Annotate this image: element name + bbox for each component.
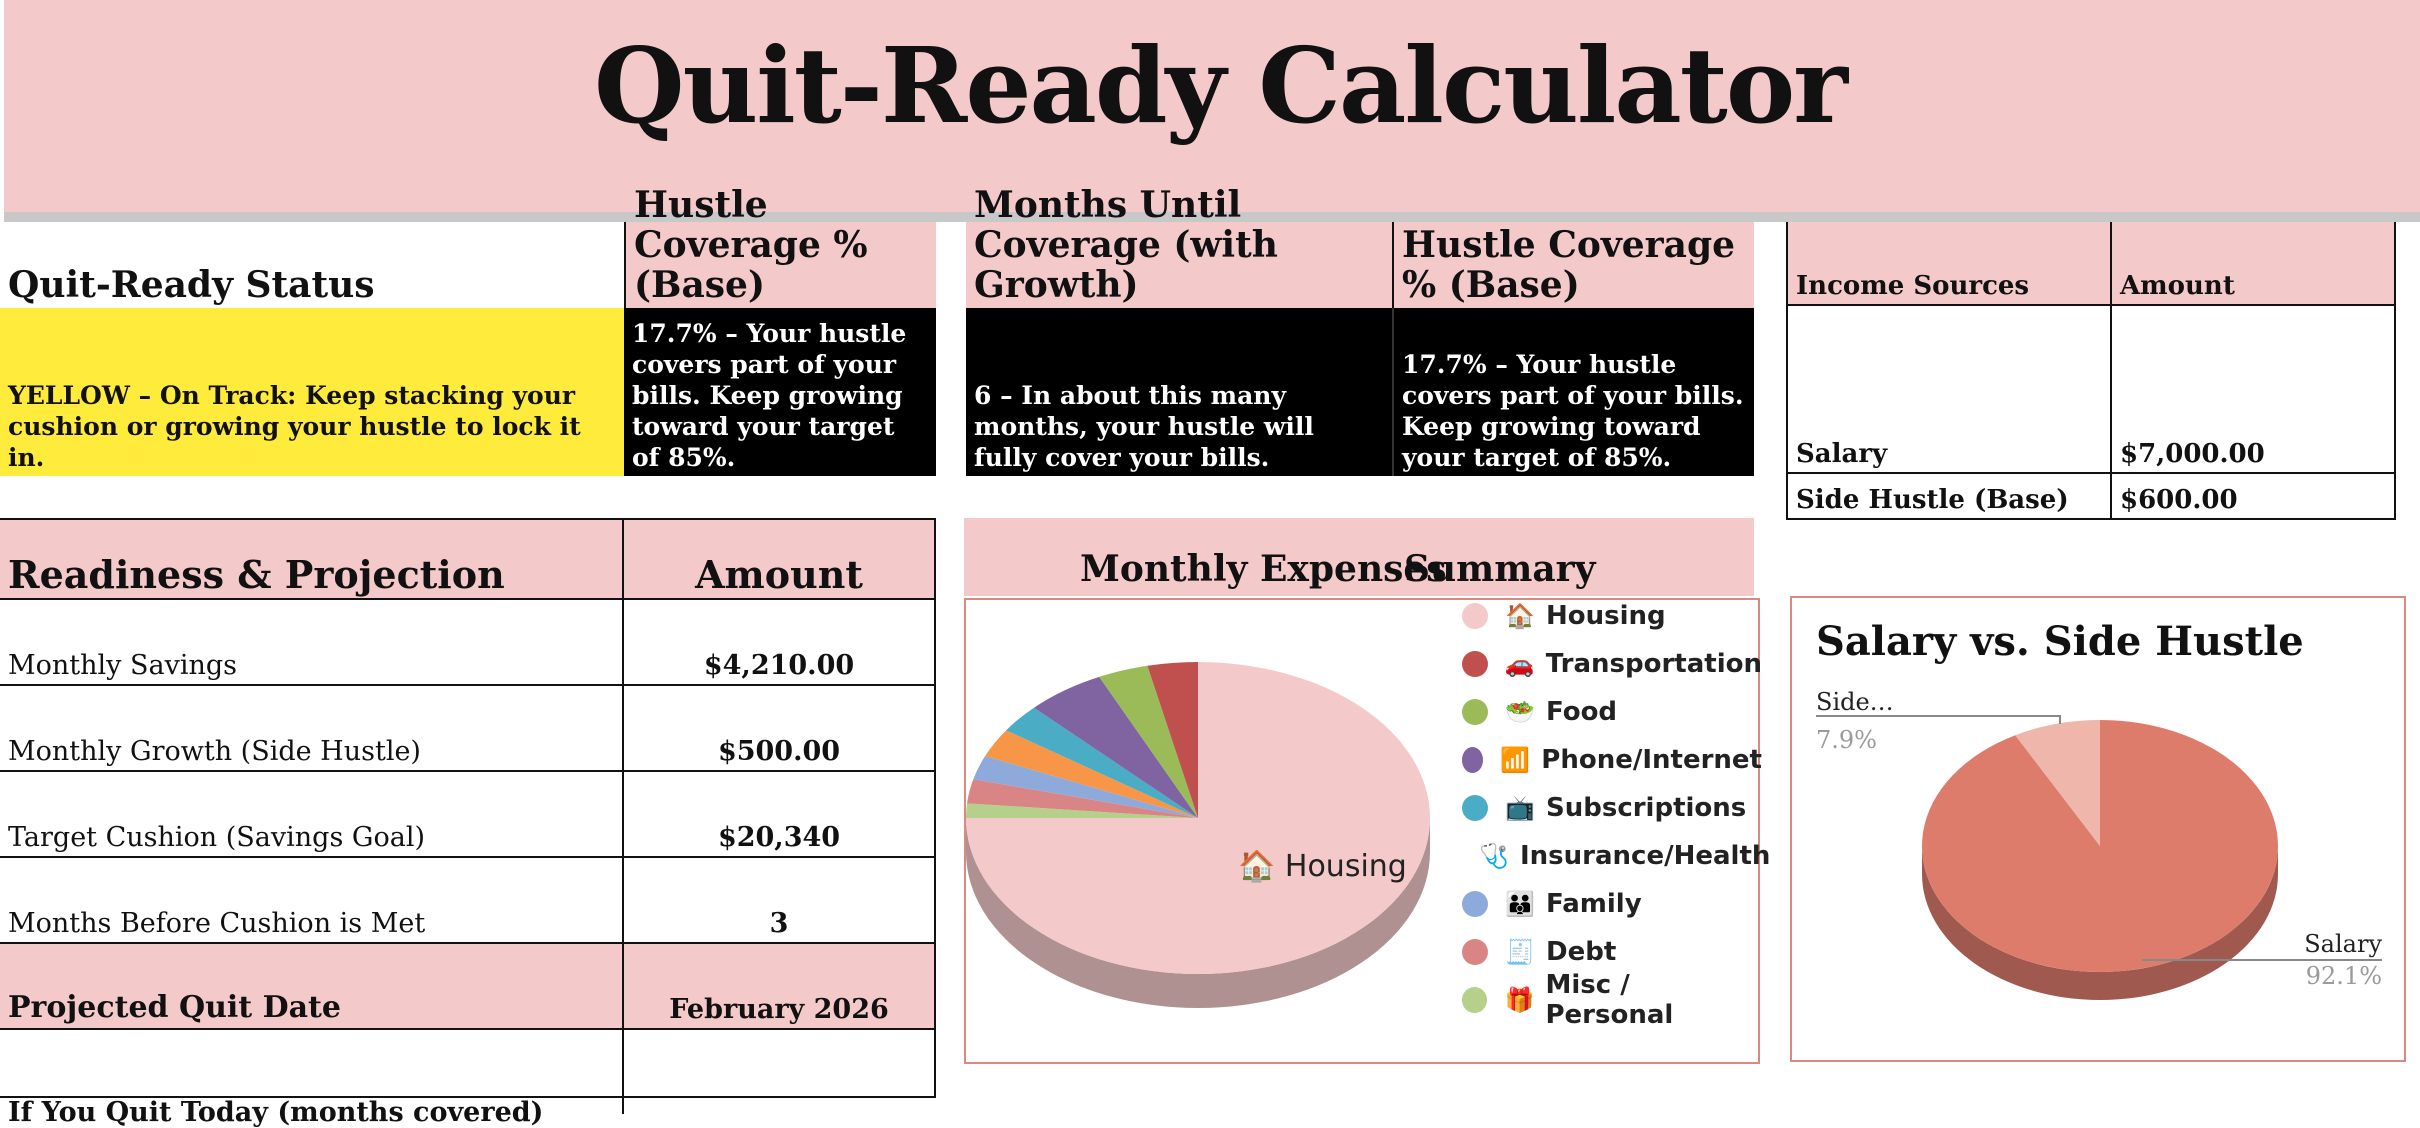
salary-slice-side[interactable] (2015, 720, 2100, 846)
expenses-chart[interactable]: 🏠 Housing 🏠 Housing 🚗 Transportation 🥗 Food 📶 P… (964, 598, 1770, 1064)
expenses-pie-side (966, 818, 1430, 1008)
legend-item-debt[interactable]: 🧾 Debt (1462, 928, 1762, 976)
salary-pct-side: 7.9% (1816, 726, 1877, 754)
income-row-hustle-label[interactable]: Side Hustle (Base) (1796, 485, 2069, 515)
legend-label: Transportation (1545, 649, 1762, 679)
expenses-header-title: Monthly Expenses (1080, 548, 1447, 590)
expenses-slice-insurance-health[interactable] (985, 730, 1198, 818)
row-quit-today-amount[interactable] (622, 1028, 934, 1114)
salary-pie-svg: Side… 7.9% Salary 92.1% (1816, 688, 2382, 1000)
salary-pct-salary: 92.1% (2306, 962, 2382, 990)
legend-item-insurance-health[interactable]: 🩺 Insurance/Health (1462, 832, 1770, 880)
expenses-header-summary: Summary (1404, 548, 1596, 590)
legend-label: Family (1546, 889, 1642, 919)
legend-swatch (1462, 939, 1488, 965)
row-monthly-savings-amount[interactable]: $4,210.00 (622, 598, 934, 684)
salary-pie-side (1922, 846, 2278, 1000)
legend-item-family[interactable]: 👪 Family (1462, 880, 1762, 928)
legend-emoji-icon: 📺 (1505, 794, 1535, 822)
title-banner-shadow (4, 212, 2420, 222)
legend-item-phone-internet[interactable]: 📶 Phone/Internet (1462, 736, 1762, 784)
legend-emoji-icon: 🩺 (1479, 842, 1509, 870)
salary-chart-title: Salary vs. Side Hustle (1816, 618, 2304, 665)
status-header: Quit-Ready Status (8, 264, 375, 306)
readiness-header: Readiness & Projection (0, 520, 622, 598)
row-months-before-amount[interactable]: 3 (622, 856, 934, 942)
legend-label: Insurance/Health (1520, 841, 1771, 871)
title-banner (4, 0, 2420, 212)
legend-emoji-icon: 🏠 (1505, 602, 1535, 630)
readiness-table: Readiness & Projection Amount Monthly Sa… (0, 518, 936, 1128)
salary-label-side: Side… (1816, 688, 1894, 716)
row-monthly-growth-amount[interactable]: $500.00 (622, 684, 934, 770)
expenses-slice-family[interactable] (973, 756, 1198, 818)
legend-label: Food (1546, 697, 1618, 727)
salary-leader-side (1816, 715, 2061, 724)
expenses-slice-debt[interactable] (967, 779, 1198, 818)
coverage-base2-value[interactable]: 17.7% – Your hustle covers part of your … (1392, 308, 1754, 476)
legend-item-misc-personal[interactable]: 🎁 Misc / Personal (1462, 970, 1762, 1030)
income-row-salary-amount[interactable]: $7,000.00 (2110, 306, 2394, 474)
legend-swatch (1462, 747, 1484, 773)
row-quit-today-label: If You Quit Today (months covered) (0, 1028, 622, 1128)
salary-chart[interactable]: Salary vs. Side Hustle Side… 7.9% Salary 92… (1790, 596, 2406, 1062)
legend-label: Housing (1546, 601, 1666, 631)
expenses-pie-svg: 🏠 Housing (966, 662, 1430, 1008)
legend-emoji-icon: 📶 (1500, 746, 1531, 774)
legend-item-food[interactable]: 🥗 Food (1462, 688, 1762, 736)
expenses-slice-phone-internet[interactable] (1033, 676, 1198, 818)
row-months-before-label: Months Before Cushion is Met (0, 856, 622, 942)
coverage-base-value[interactable]: 17.7% – Your hustle covers part of your … (624, 308, 936, 476)
row-target-cushion-amount[interactable]: $20,340 (622, 770, 934, 856)
row-quit-today-text: If You Quit Today (months covered) (8, 1097, 544, 1128)
coverage-base2-header: Hustle Coverage % (Base) (1392, 222, 1754, 308)
expenses-slice-transportation[interactable] (1147, 662, 1198, 818)
income-header-source: Income Sources (1788, 222, 2110, 306)
legend-item-transportation[interactable]: 🚗 Transportation (1462, 640, 1762, 688)
legend-swatch (1462, 891, 1488, 917)
salary-label-salary: Salary (2304, 930, 2382, 958)
legend-emoji-icon: 🧾 (1505, 938, 1535, 966)
income-header-amount: Amount (2110, 222, 2394, 306)
coverage-base-header: Hustle Coverage % (Base) (624, 185, 936, 308)
legend-emoji-icon: 👪 (1505, 890, 1535, 918)
expenses-legend: 🏠 Housing 🚗 Transportation 🥗 Food 📶 Phone/Inter… (1462, 592, 1770, 1030)
legend-item-housing[interactable]: 🏠 Housing (1462, 592, 1762, 640)
legend-item-subscriptions[interactable]: 📺 Subscriptions (1462, 784, 1762, 832)
legend-emoji-icon: 🥗 (1505, 698, 1535, 726)
row-projected-value[interactable]: February 2026 (622, 942, 934, 1028)
row-monthly-growth-label: Monthly Growth (Side Hustle) (0, 684, 622, 770)
status-value[interactable]: YELLOW – On Track: Keep stacking your cu… (0, 308, 624, 476)
legend-swatch (1462, 699, 1488, 725)
income-table: Income Sources Amount Salary $7,000.00 S… (1786, 222, 2396, 520)
legend-swatch (1462, 651, 1488, 677)
expenses-slice-food[interactable] (1099, 665, 1198, 818)
legend-emoji-icon: 🎁 (1504, 986, 1535, 1014)
row-target-cushion-label: Target Cushion (Savings Goal) (0, 770, 622, 856)
income-row-salary-label[interactable]: Salary (1788, 306, 2110, 474)
legend-swatch (1462, 603, 1488, 629)
expenses-slice-misc-personal[interactable] (966, 803, 1198, 818)
legend-emoji-icon: 🚗 (1504, 650, 1535, 678)
page-title: Quit-Ready Calculator (594, 24, 1848, 147)
row-monthly-savings-label: Monthly Savings (0, 598, 622, 684)
legend-swatch (1462, 987, 1488, 1013)
expenses-header: Monthly Expenses Summary (964, 518, 1754, 596)
readiness-amount-header: Amount (622, 520, 934, 598)
months-growth-value[interactable]: 6 – In about this many months, your hust… (966, 308, 1392, 476)
row-projected-label: Projected Quit Date (0, 942, 622, 1028)
months-growth-header: Months Until Coverage (with Growth) (966, 185, 1392, 308)
legend-swatch (1462, 795, 1488, 821)
legend-label: Subscriptions (1546, 793, 1747, 823)
legend-label: Misc / Personal (1545, 970, 1674, 1030)
legend-label: Debt (1546, 937, 1617, 967)
expenses-slice-label-housing: 🏠 Housing (1238, 849, 1407, 884)
expenses-slice-subscriptions[interactable] (1006, 707, 1198, 818)
income-row-hustle-amount[interactable]: $600.00 (2110, 474, 2394, 518)
legend-label: Phone/Internet (1541, 745, 1762, 775)
